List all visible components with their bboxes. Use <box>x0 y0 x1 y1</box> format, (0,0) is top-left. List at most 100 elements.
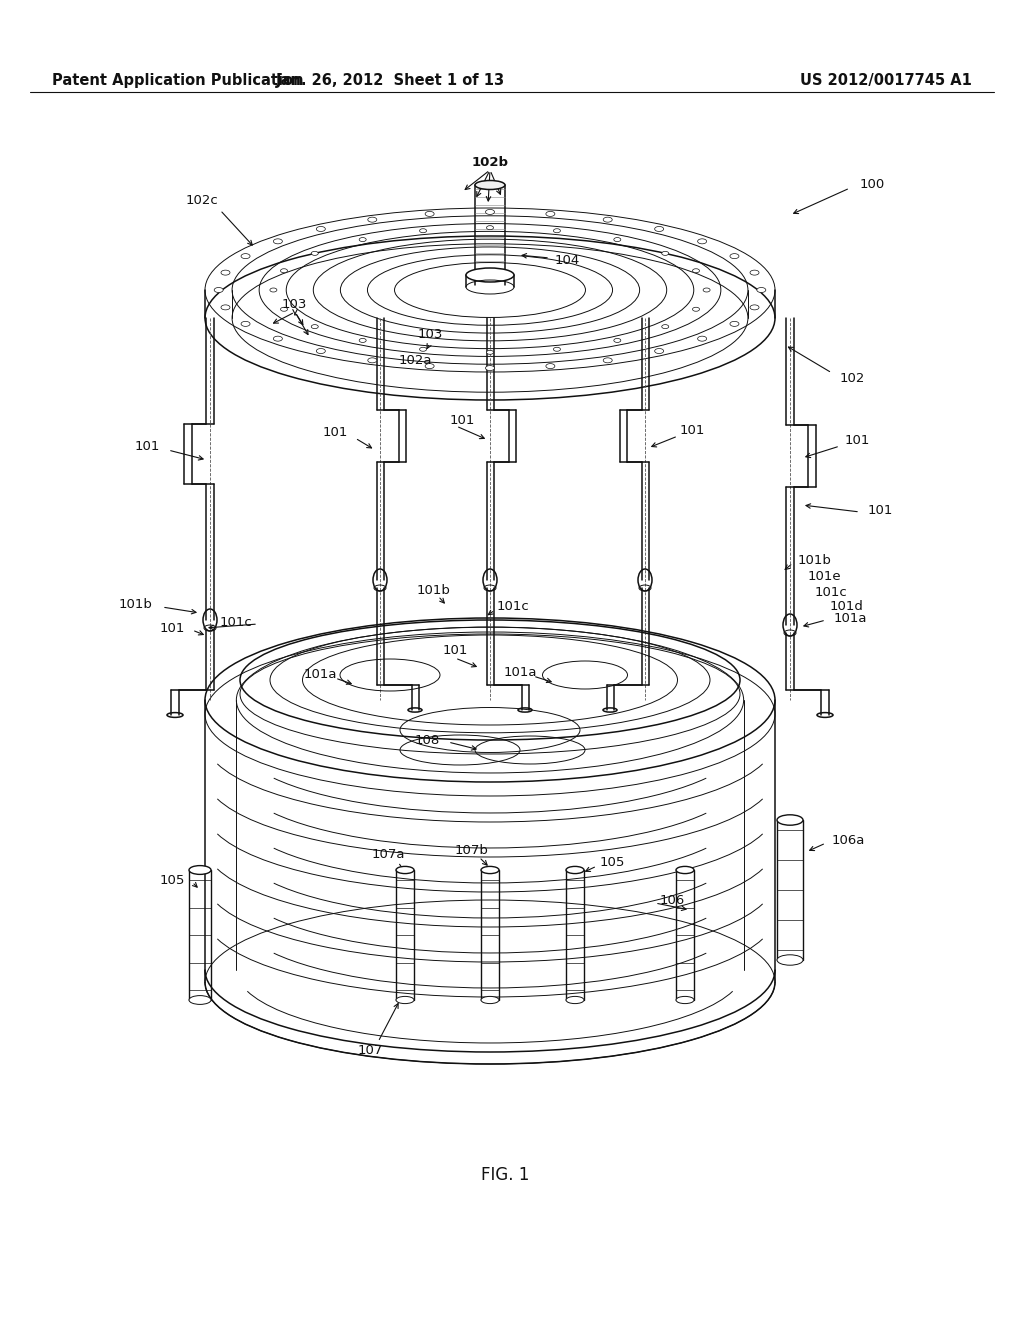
Text: 106a: 106a <box>831 833 865 846</box>
Ellipse shape <box>485 366 495 371</box>
Text: 101a: 101a <box>303 668 337 681</box>
Ellipse shape <box>214 288 223 293</box>
Ellipse shape <box>662 325 669 329</box>
Ellipse shape <box>654 227 664 231</box>
Text: 101e: 101e <box>808 569 842 582</box>
Ellipse shape <box>368 218 377 222</box>
Text: Patent Application Publication: Patent Application Publication <box>52 73 303 87</box>
Ellipse shape <box>481 866 499 874</box>
Ellipse shape <box>676 997 694 1003</box>
Text: 101: 101 <box>680 424 706 437</box>
Ellipse shape <box>241 253 250 259</box>
Text: 101: 101 <box>323 425 348 438</box>
Ellipse shape <box>396 866 414 874</box>
Ellipse shape <box>485 210 495 214</box>
Ellipse shape <box>546 363 555 368</box>
Text: 103: 103 <box>282 298 307 312</box>
Ellipse shape <box>546 211 555 216</box>
Text: 102: 102 <box>840 371 865 384</box>
Text: 101: 101 <box>845 433 870 446</box>
Ellipse shape <box>420 347 427 351</box>
Text: 106: 106 <box>660 894 685 907</box>
Text: 101c: 101c <box>497 601 529 614</box>
Ellipse shape <box>777 814 803 825</box>
Ellipse shape <box>189 866 211 874</box>
Ellipse shape <box>777 954 803 965</box>
Ellipse shape <box>676 866 694 874</box>
Ellipse shape <box>189 995 211 1005</box>
Text: 101a: 101a <box>503 665 537 678</box>
Ellipse shape <box>697 239 707 244</box>
Ellipse shape <box>613 338 621 342</box>
Ellipse shape <box>662 251 669 255</box>
Text: 101: 101 <box>442 644 468 656</box>
Text: 105: 105 <box>160 874 185 887</box>
Text: 101: 101 <box>450 413 475 426</box>
Ellipse shape <box>730 253 739 259</box>
Ellipse shape <box>486 226 494 230</box>
Ellipse shape <box>750 271 759 275</box>
Ellipse shape <box>368 358 377 363</box>
Ellipse shape <box>316 348 326 354</box>
Ellipse shape <box>757 288 766 293</box>
Ellipse shape <box>654 348 664 354</box>
Text: 101d: 101d <box>830 599 864 612</box>
Text: 107: 107 <box>357 1044 383 1056</box>
Text: 101c: 101c <box>815 586 848 598</box>
Text: 102c: 102c <box>185 194 218 206</box>
Ellipse shape <box>221 271 230 275</box>
Text: 108: 108 <box>415 734 440 747</box>
Ellipse shape <box>396 997 414 1003</box>
Text: Jan. 26, 2012  Sheet 1 of 13: Jan. 26, 2012 Sheet 1 of 13 <box>275 73 505 87</box>
Ellipse shape <box>270 288 276 292</box>
Ellipse shape <box>475 181 505 190</box>
Text: 102b: 102b <box>471 156 509 169</box>
Text: US 2012/0017745 A1: US 2012/0017745 A1 <box>800 73 972 87</box>
Ellipse shape <box>316 227 326 231</box>
Text: 102a: 102a <box>398 354 432 367</box>
Ellipse shape <box>566 866 584 874</box>
Text: 100: 100 <box>860 178 886 191</box>
Ellipse shape <box>603 218 612 222</box>
Ellipse shape <box>281 269 288 273</box>
Text: 101c: 101c <box>219 615 252 628</box>
Ellipse shape <box>241 321 250 326</box>
Ellipse shape <box>311 325 318 329</box>
Ellipse shape <box>692 308 699 312</box>
Text: 101b: 101b <box>118 598 152 611</box>
Ellipse shape <box>603 358 612 363</box>
Ellipse shape <box>703 288 710 292</box>
Ellipse shape <box>481 997 499 1003</box>
Ellipse shape <box>692 269 699 273</box>
Ellipse shape <box>486 350 494 354</box>
Text: 101b: 101b <box>416 583 450 597</box>
Text: 107b: 107b <box>454 843 488 857</box>
Ellipse shape <box>566 997 584 1003</box>
Text: 104: 104 <box>555 253 581 267</box>
Ellipse shape <box>466 268 514 282</box>
Ellipse shape <box>613 238 621 242</box>
Text: 103: 103 <box>418 329 442 342</box>
Text: 101: 101 <box>868 503 893 516</box>
Ellipse shape <box>553 228 560 232</box>
Ellipse shape <box>730 321 739 326</box>
Text: 101: 101 <box>160 622 185 635</box>
Ellipse shape <box>281 308 288 312</box>
Ellipse shape <box>273 337 283 341</box>
Ellipse shape <box>359 338 367 342</box>
Ellipse shape <box>273 239 283 244</box>
Ellipse shape <box>311 251 318 255</box>
Ellipse shape <box>697 337 707 341</box>
Text: 101: 101 <box>134 441 160 454</box>
Text: 101a: 101a <box>834 611 867 624</box>
Ellipse shape <box>750 305 759 310</box>
Ellipse shape <box>420 228 427 232</box>
Ellipse shape <box>553 347 560 351</box>
Ellipse shape <box>425 211 434 216</box>
Text: 107a: 107a <box>372 849 404 862</box>
Ellipse shape <box>425 363 434 368</box>
Text: 105: 105 <box>600 855 626 869</box>
Text: FIG. 1: FIG. 1 <box>481 1166 529 1184</box>
Ellipse shape <box>221 305 230 310</box>
Text: 101b: 101b <box>798 553 831 566</box>
